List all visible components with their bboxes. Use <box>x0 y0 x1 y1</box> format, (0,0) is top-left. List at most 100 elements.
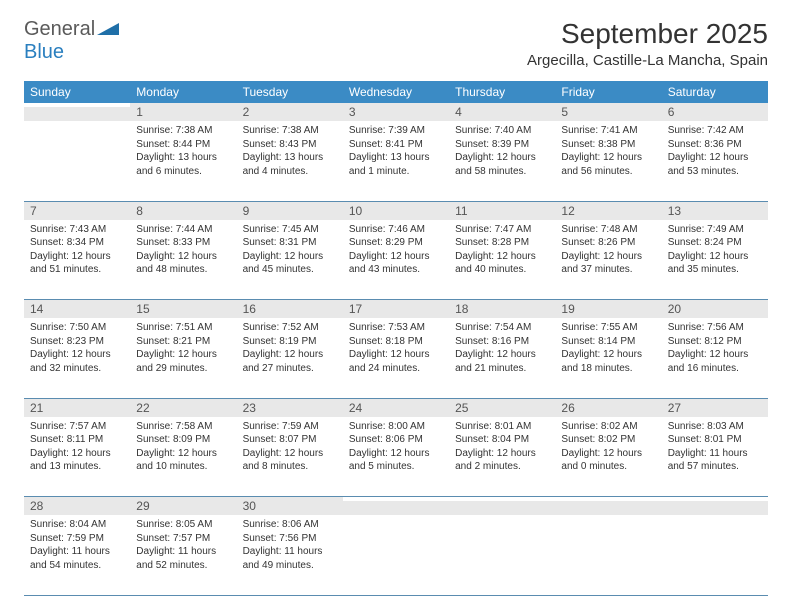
logo-text-blue: Blue <box>24 41 64 63</box>
logo: General Blue <box>24 18 119 64</box>
day-cell: Sunrise: 7:49 AMSunset: 8:24 PMDaylight:… <box>662 220 768 300</box>
weekday-header: Friday <box>555 81 661 103</box>
day-number: 12 <box>555 202 661 220</box>
day-cell: Sunrise: 7:42 AMSunset: 8:36 PMDaylight:… <box>662 121 768 201</box>
day-number: 23 <box>237 399 343 417</box>
sunset-line: Sunset: 8:02 PM <box>561 433 655 447</box>
daynum-cell: 5 <box>555 103 661 121</box>
day-cell: Sunrise: 7:57 AMSunset: 8:11 PMDaylight:… <box>24 417 130 497</box>
day-details: Sunrise: 7:42 AMSunset: 8:36 PMDaylight:… <box>662 121 768 184</box>
day-cell: Sunrise: 7:41 AMSunset: 8:38 PMDaylight:… <box>555 121 661 201</box>
sunrise-line: Sunrise: 7:58 AM <box>136 420 230 434</box>
sunset-line: Sunset: 8:06 PM <box>349 433 443 447</box>
daylight-line: Daylight: 12 hours and 56 minutes. <box>561 151 655 178</box>
daynum-cell: 22 <box>130 398 236 417</box>
sunset-line: Sunset: 8:07 PM <box>243 433 337 447</box>
daylight-line: Daylight: 12 hours and 32 minutes. <box>30 348 124 375</box>
sunset-line: Sunset: 8:43 PM <box>243 138 337 152</box>
daynum-row: 282930 <box>24 497 768 516</box>
day-number: 15 <box>130 300 236 318</box>
location: Argecilla, Castille-La Mancha, Spain <box>527 52 768 69</box>
daylight-line: Daylight: 12 hours and 45 minutes. <box>243 250 337 277</box>
daynum-cell: 17 <box>343 300 449 319</box>
day-cell: Sunrise: 8:03 AMSunset: 8:01 PMDaylight:… <box>662 417 768 497</box>
day-number: 26 <box>555 399 661 417</box>
sunrise-line: Sunrise: 7:53 AM <box>349 321 443 335</box>
day-details: Sunrise: 7:52 AMSunset: 8:19 PMDaylight:… <box>237 318 343 381</box>
daynum-cell: 19 <box>555 300 661 319</box>
daynum-cell: 29 <box>130 497 236 516</box>
weekday-header: Sunday <box>24 81 130 103</box>
sunset-line: Sunset: 8:11 PM <box>30 433 124 447</box>
daynum-cell: 14 <box>24 300 130 319</box>
sunrise-line: Sunrise: 7:44 AM <box>136 223 230 237</box>
daynum-row: 78910111213 <box>24 201 768 220</box>
day-cell: Sunrise: 7:48 AMSunset: 8:26 PMDaylight:… <box>555 220 661 300</box>
daynum-cell: 25 <box>449 398 555 417</box>
day-details: Sunrise: 8:05 AMSunset: 7:57 PMDaylight:… <box>130 515 236 578</box>
daylight-line: Daylight: 12 hours and 40 minutes. <box>455 250 549 277</box>
day-details: Sunrise: 7:39 AMSunset: 8:41 PMDaylight:… <box>343 121 449 184</box>
week-row: Sunrise: 7:43 AMSunset: 8:34 PMDaylight:… <box>24 220 768 300</box>
daylight-line: Daylight: 12 hours and 24 minutes. <box>349 348 443 375</box>
day-cell: Sunrise: 8:00 AMSunset: 8:06 PMDaylight:… <box>343 417 449 497</box>
day-number: 14 <box>24 300 130 318</box>
day-cell <box>555 515 661 595</box>
day-cell: Sunrise: 7:45 AMSunset: 8:31 PMDaylight:… <box>237 220 343 300</box>
day-details: Sunrise: 7:55 AMSunset: 8:14 PMDaylight:… <box>555 318 661 381</box>
week-row: Sunrise: 7:50 AMSunset: 8:23 PMDaylight:… <box>24 318 768 398</box>
day-details: Sunrise: 7:41 AMSunset: 8:38 PMDaylight:… <box>555 121 661 184</box>
daynum-cell: 24 <box>343 398 449 417</box>
day-number: 24 <box>343 399 449 417</box>
sunset-line: Sunset: 8:38 PM <box>561 138 655 152</box>
daylight-line: Daylight: 12 hours and 35 minutes. <box>668 250 762 277</box>
sunrise-line: Sunrise: 7:45 AM <box>243 223 337 237</box>
daylight-line: Daylight: 12 hours and 21 minutes. <box>455 348 549 375</box>
daynum-cell: 30 <box>237 497 343 516</box>
daylight-line: Daylight: 12 hours and 27 minutes. <box>243 348 337 375</box>
daylight-line: Daylight: 12 hours and 48 minutes. <box>136 250 230 277</box>
day-cell: Sunrise: 7:47 AMSunset: 8:28 PMDaylight:… <box>449 220 555 300</box>
weekday-header: Saturday <box>662 81 768 103</box>
daynum-cell: 28 <box>24 497 130 516</box>
day-number: 22 <box>130 399 236 417</box>
logo-text-general: General <box>24 18 95 40</box>
sunset-line: Sunset: 8:34 PM <box>30 236 124 250</box>
day-cell <box>662 515 768 595</box>
daynum-cell: 21 <box>24 398 130 417</box>
week-row: Sunrise: 7:57 AMSunset: 8:11 PMDaylight:… <box>24 417 768 497</box>
day-number: 7 <box>24 202 130 220</box>
day-cell: Sunrise: 7:59 AMSunset: 8:07 PMDaylight:… <box>237 417 343 497</box>
day-details: Sunrise: 7:47 AMSunset: 8:28 PMDaylight:… <box>449 220 555 283</box>
day-details: Sunrise: 7:53 AMSunset: 8:18 PMDaylight:… <box>343 318 449 381</box>
daylight-line: Daylight: 12 hours and 5 minutes. <box>349 447 443 474</box>
day-details: Sunrise: 7:54 AMSunset: 8:16 PMDaylight:… <box>449 318 555 381</box>
day-details: Sunrise: 7:51 AMSunset: 8:21 PMDaylight:… <box>130 318 236 381</box>
weekday-header: Monday <box>130 81 236 103</box>
daynum-cell: 9 <box>237 201 343 220</box>
sunrise-line: Sunrise: 7:38 AM <box>136 124 230 138</box>
sunrise-line: Sunrise: 7:55 AM <box>561 321 655 335</box>
sunset-line: Sunset: 8:09 PM <box>136 433 230 447</box>
sunset-line: Sunset: 8:29 PM <box>349 236 443 250</box>
title-block: September 2025 Argecilla, Castille-La Ma… <box>527 18 768 69</box>
sunset-line: Sunset: 8:36 PM <box>668 138 762 152</box>
day-cell: Sunrise: 7:55 AMSunset: 8:14 PMDaylight:… <box>555 318 661 398</box>
day-details: Sunrise: 7:49 AMSunset: 8:24 PMDaylight:… <box>662 220 768 283</box>
day-number: 27 <box>662 399 768 417</box>
day-cell: Sunrise: 7:51 AMSunset: 8:21 PMDaylight:… <box>130 318 236 398</box>
sunrise-line: Sunrise: 7:52 AM <box>243 321 337 335</box>
day-number: 5 <box>555 103 661 121</box>
day-details: Sunrise: 7:38 AMSunset: 8:44 PMDaylight:… <box>130 121 236 184</box>
sunset-line: Sunset: 8:21 PM <box>136 335 230 349</box>
sunrise-line: Sunrise: 7:56 AM <box>668 321 762 335</box>
day-number <box>343 497 449 501</box>
day-number <box>449 497 555 501</box>
day-details: Sunrise: 8:00 AMSunset: 8:06 PMDaylight:… <box>343 417 449 480</box>
day-details: Sunrise: 7:46 AMSunset: 8:29 PMDaylight:… <box>343 220 449 283</box>
day-details: Sunrise: 8:06 AMSunset: 7:56 PMDaylight:… <box>237 515 343 578</box>
day-number: 21 <box>24 399 130 417</box>
sunrise-line: Sunrise: 8:01 AM <box>455 420 549 434</box>
day-cell: Sunrise: 7:43 AMSunset: 8:34 PMDaylight:… <box>24 220 130 300</box>
sunset-line: Sunset: 8:12 PM <box>668 335 762 349</box>
